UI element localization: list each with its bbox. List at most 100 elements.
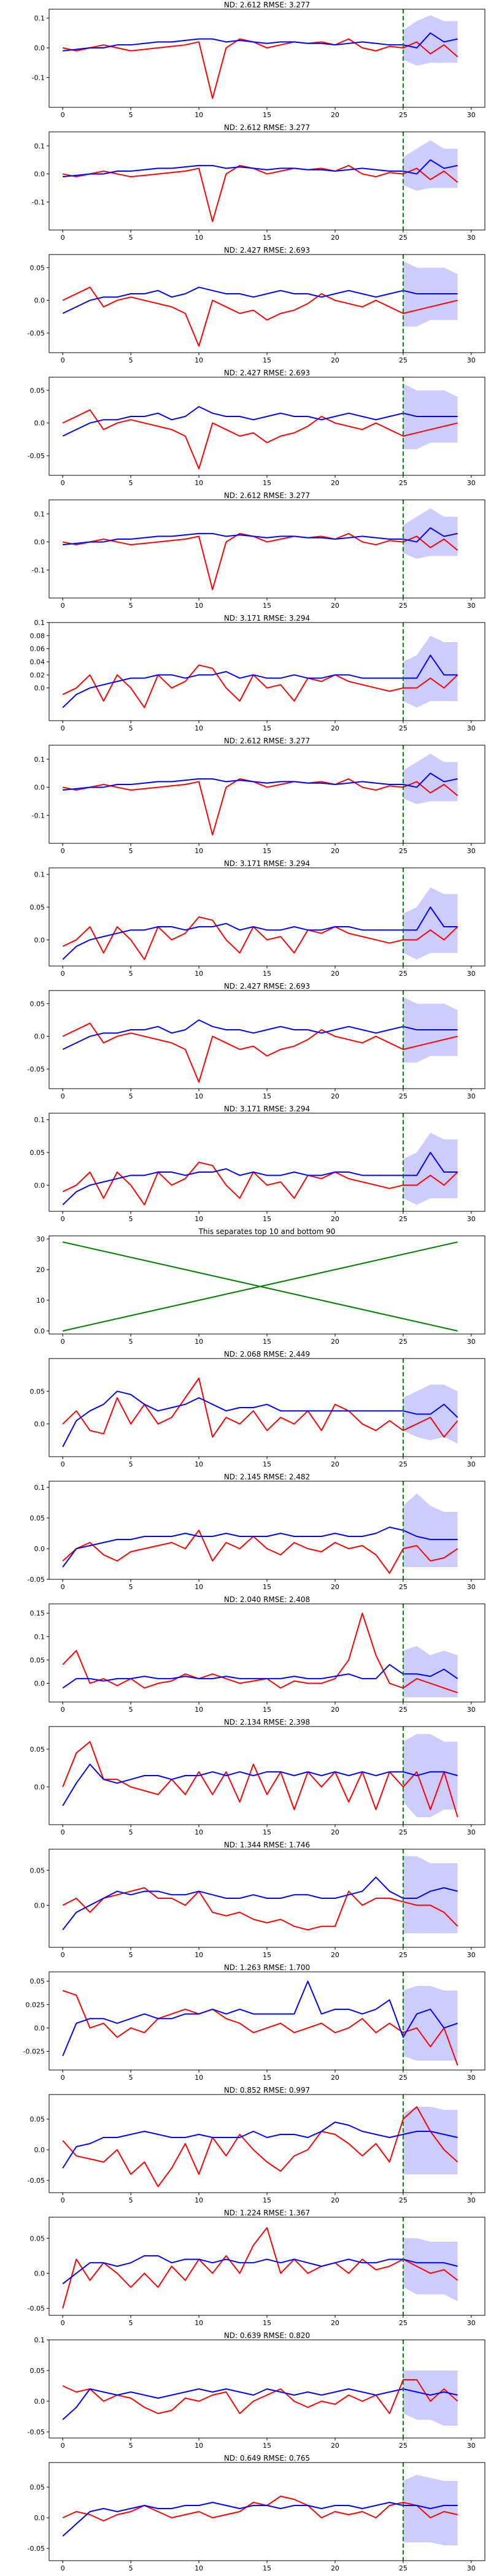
x-tick-label: 5	[129, 479, 133, 487]
series-line-red-1	[62, 2379, 458, 2414]
x-tick-label: 5	[129, 1706, 133, 1714]
chart-title: ND: 2.427 RMSE: 2.693	[224, 246, 310, 255]
y-tick-label: 0.1	[34, 1633, 45, 1641]
x-tick-label: 30	[467, 479, 476, 487]
x-tick-label: 30	[467, 1460, 476, 1468]
x-tick-label: 0	[61, 2074, 65, 2082]
chart-title: ND: 3.171 RMSE: 3.294	[224, 859, 310, 868]
chart-title: ND: 2.040 RMSE: 2.408	[224, 1595, 310, 1604]
y-tick-label: 0.0	[34, 784, 45, 792]
series-line-red-1	[62, 2227, 458, 2309]
x-tick-label: 5	[129, 356, 133, 364]
x-tick-label: 20	[331, 1460, 339, 1468]
x-tick-label: 5	[129, 2196, 133, 2204]
x-tick-label: 0	[61, 356, 65, 364]
x-tick-label: 0	[61, 1338, 65, 1346]
confidence-band	[403, 1133, 458, 1205]
x-tick-label: 0	[61, 1092, 65, 1100]
x-tick-label: 25	[399, 2074, 408, 2082]
chart-panel-3: ND: 2.427 RMSE: 2.693 0 5 10 15 20 25 30 -0.05 0.…	[28, 246, 485, 364]
series-line-red-1	[62, 1741, 458, 1817]
x-tick-label: 20	[331, 356, 339, 364]
series-line-blue-2	[62, 1876, 458, 1931]
x-tick-label: 5	[129, 724, 133, 732]
x-tick-label: 20	[331, 1583, 339, 1591]
y-tick-label: 0.1	[34, 756, 45, 764]
x-tick-label: 15	[263, 970, 271, 978]
x-tick-label: 15	[263, 1460, 271, 1468]
series-line-red-1	[62, 286, 458, 347]
x-tick-label: 15	[263, 234, 271, 242]
confidence-band	[403, 1734, 458, 1817]
y-tick-label: 0.0	[34, 1783, 45, 1791]
chart-title: ND: 3.171 RMSE: 3.294	[224, 1105, 310, 1113]
x-tick-label: 15	[263, 1951, 271, 1959]
series-line-blue-2	[62, 2388, 458, 2420]
x-tick-label: 30	[467, 1828, 476, 1836]
series-line-blue-2	[62, 406, 458, 437]
x-tick-label: 30	[467, 2074, 476, 2082]
chart-title: ND: 2.068 RMSE: 2.449	[224, 1350, 310, 1359]
x-tick-label: 25	[399, 356, 408, 364]
y-tick-label: 0.0	[34, 1181, 45, 1189]
series-line-red-1	[62, 1887, 458, 1931]
chart-panel-5: ND: 2.612 RMSE: 3.277 0 5 10 15 20 25 30 -0.1 0.0…	[32, 491, 485, 610]
x-tick-label: 25	[399, 1951, 408, 1959]
x-tick-label: 25	[399, 970, 408, 978]
y-tick-label: -0.05	[28, 1576, 45, 1584]
chart-panel-20: ND: 0.639 RMSE: 0.820 0 5 10 15 20 25 30 -0.05 0.…	[28, 2331, 485, 2450]
x-tick-label: 10	[195, 234, 203, 242]
x-tick-label: 30	[467, 111, 476, 119]
x-tick-label: 10	[195, 2319, 203, 2327]
x-tick-label: 5	[129, 602, 133, 610]
x-tick-label: 10	[195, 724, 203, 732]
x-tick-label: 5	[129, 2442, 133, 2450]
x-tick-label: 20	[331, 724, 339, 732]
x-tick-label: 5	[129, 1338, 133, 1346]
chart-panel-10: ND: 3.171 RMSE: 3.294 0 5 10 15 20 25 30 0.0 0.05…	[30, 1105, 485, 1223]
x-tick-label: 30	[467, 2564, 476, 2572]
x-tick-label: 0	[61, 479, 65, 487]
x-tick-label: 25	[399, 1583, 408, 1591]
chart-title: ND: 2.612 RMSE: 3.277	[224, 491, 310, 500]
x-tick-label: 30	[467, 1215, 476, 1223]
y-tick-label: -0.05	[28, 2428, 45, 2436]
chart-title: ND: 2.612 RMSE: 3.277	[224, 123, 310, 132]
x-tick-label: 30	[467, 970, 476, 978]
y-tick-label: -0.025	[23, 2048, 45, 2056]
x-tick-label: 0	[61, 970, 65, 978]
y-tick-label: -0.1	[32, 74, 45, 82]
series-line-red-1	[62, 2106, 458, 2187]
x-tick-label: 25	[399, 1338, 408, 1346]
x-tick-label: 20	[331, 602, 339, 610]
series-line-red-1	[62, 778, 458, 836]
x-tick-label: 15	[263, 111, 271, 119]
x-tick-label: 15	[263, 1583, 271, 1591]
y-tick-label: 0.05	[30, 1149, 45, 1157]
y-tick-label: 0.05	[30, 2483, 45, 2491]
y-tick-label: 0.05	[30, 1656, 45, 1664]
chart-title: ND: 0.639 RMSE: 0.820	[224, 2331, 310, 2340]
y-tick-label: -0.05	[28, 1065, 45, 1073]
series-line-red-1	[62, 409, 458, 470]
x-tick-label: 15	[263, 724, 271, 732]
y-tick-label: 0.15	[30, 1609, 45, 1617]
chart-panel-17: ND: 1.263 RMSE: 1.700 0 5 10 15 20 25 30 -0.025 0…	[23, 1963, 485, 2082]
x-tick-label: 30	[467, 2196, 476, 2204]
y-tick-label: 0.0	[34, 1033, 45, 1041]
chart-panel-16: ND: 1.344 RMSE: 1.746 0 5 10 15 20 25 30 0.0 0.05	[30, 1841, 485, 1959]
confidence-band	[403, 635, 458, 708]
y-tick-label: 0.05	[30, 2367, 45, 2375]
chart-title: ND: 0.852 RMSE: 0.997	[224, 2086, 310, 2095]
y-tick-label: 0.0	[34, 1327, 45, 1335]
chart-title: ND: 1.344 RMSE: 1.746	[224, 1841, 310, 1849]
y-tick-label: 0.0	[34, 1545, 45, 1553]
x-tick-label: 10	[195, 1338, 203, 1346]
x-tick-label: 15	[263, 1828, 271, 1836]
y-tick-label: 0.0	[34, 2024, 45, 2032]
y-tick-label: 0.08	[30, 632, 45, 640]
chart-panel-18: ND: 0.852 RMSE: 0.997 0 5 10 15 20 25 30 -0.05 0.…	[28, 2086, 485, 2204]
series-line-blue-2	[62, 1664, 458, 1689]
x-tick-label: 10	[195, 2196, 203, 2204]
x-tick-label: 10	[195, 1460, 203, 1468]
